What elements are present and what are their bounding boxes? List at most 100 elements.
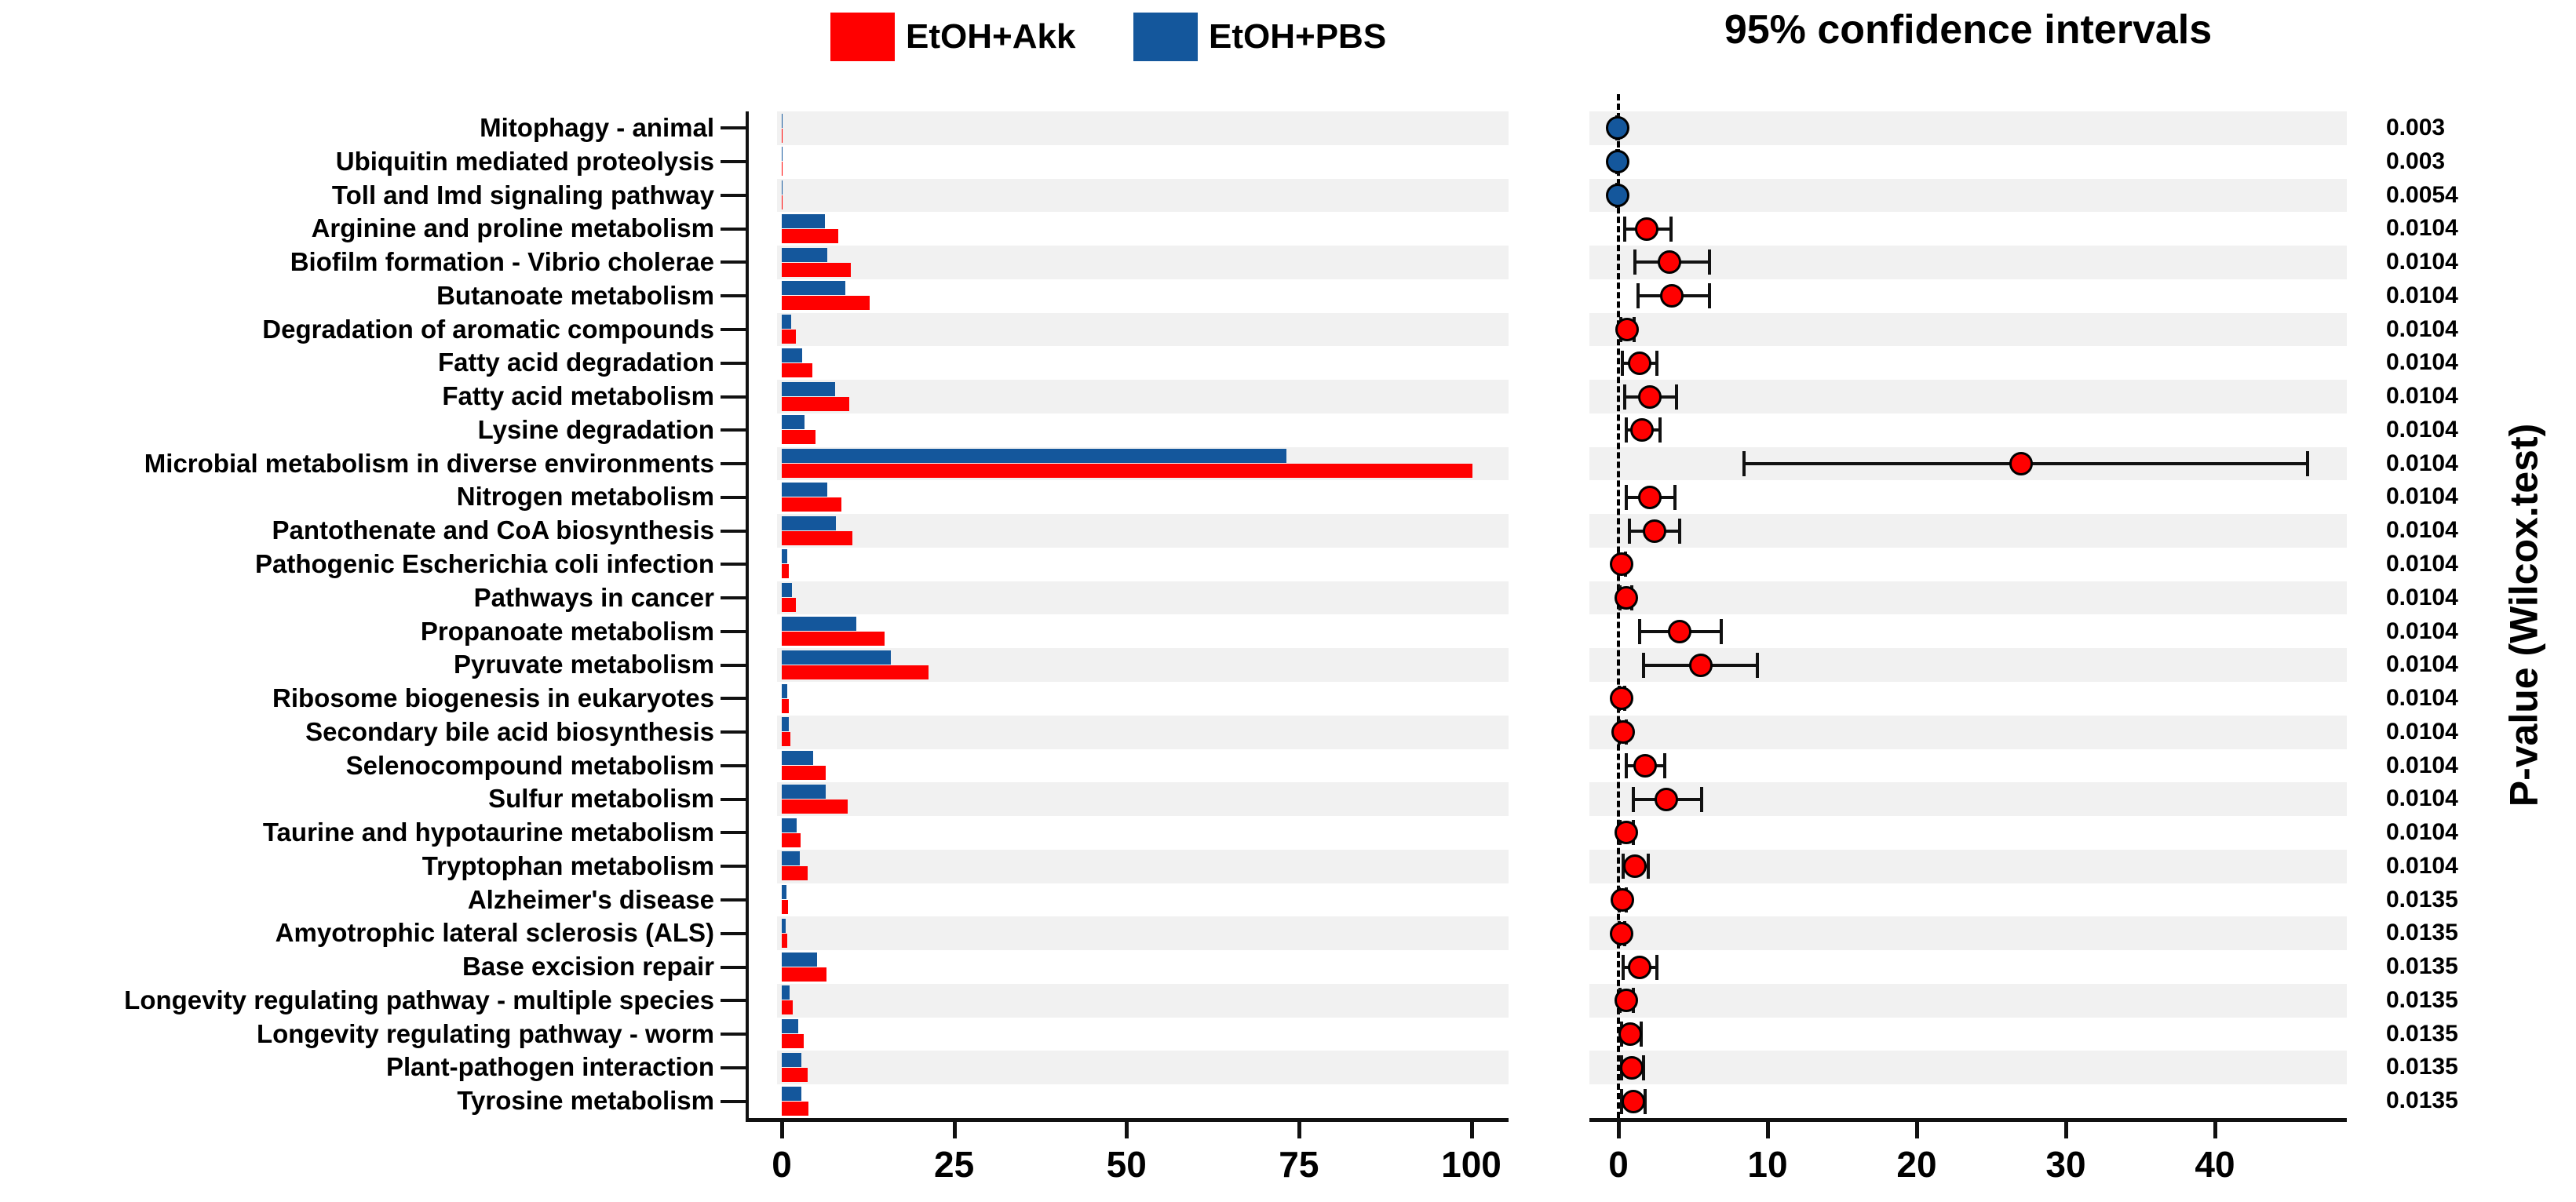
ci-whisker-cap-high: [1644, 1088, 1647, 1114]
ci-mean-difference-dot: [1620, 1055, 1644, 1080]
bar-axis-tick: [1469, 1118, 1474, 1138]
category-label: Lysine degradation: [477, 414, 714, 444]
category-label: Pathogenic Escherichia coli infection: [255, 548, 714, 578]
ci-whisker-cap-low: [1633, 250, 1636, 275]
bar-etoh-akk: [782, 162, 783, 177]
category-tick: [721, 126, 746, 130]
category-label: Base excision repair: [462, 952, 714, 982]
category-label: Amyotrophic lateral sclerosis (ALS): [275, 918, 714, 948]
category-tick: [721, 965, 746, 969]
ci-mean-difference-dot: [1637, 485, 1662, 509]
row-stripe: [1589, 514, 2347, 548]
category-label: Arginine and proline metabolism: [311, 213, 714, 243]
category-tick: [721, 1099, 746, 1103]
bar-etoh-akk: [782, 665, 929, 679]
row-stripe: [777, 178, 1509, 213]
bar-etoh-pbs: [782, 113, 783, 128]
bar-etoh-pbs: [782, 751, 814, 766]
bar-etoh-akk: [782, 598, 796, 613]
p-value: 0.0104: [2386, 450, 2458, 476]
row-stripe: [1589, 782, 2347, 817]
ci-whisker-cap-high: [1647, 854, 1650, 880]
row-stripe: [1589, 983, 2347, 1018]
p-value: 0.0104: [2386, 685, 2458, 712]
ci-mean-difference-dot: [1654, 787, 1678, 811]
ci-whisker-cap-low: [1625, 752, 1629, 778]
category-label: Secondary bile acid biosynthesis: [305, 716, 714, 746]
row-stripe: [777, 983, 1509, 1018]
ci-whisker-cap-high: [1658, 417, 1662, 443]
bar-etoh-akk: [782, 464, 1473, 479]
ci-mean-difference-dot: [1610, 888, 1634, 912]
ci-mean-difference-dot: [1611, 720, 1635, 745]
bar-axis-tick-label: 25: [934, 1144, 975, 1185]
p-value: 0.003: [2386, 148, 2446, 174]
legend-swatch-etoh-akk: [830, 13, 895, 61]
ci-whisker-cap-low: [1628, 518, 1632, 544]
p-value: 0.0104: [2386, 651, 2458, 678]
ci-mean-difference-dot: [1657, 250, 1681, 275]
category-label: Ubiquitin mediated proteolysis: [335, 146, 714, 176]
bar-etoh-akk: [782, 933, 788, 948]
category-tick: [721, 596, 746, 600]
bar-etoh-pbs: [782, 147, 783, 162]
category-tick: [721, 629, 746, 633]
category-label: Taurine and hypotaurine metabolism: [262, 818, 714, 847]
row-stripe: [1589, 916, 2347, 951]
bar-etoh-pbs: [782, 885, 787, 900]
ci-mean-difference-dot: [1660, 284, 1684, 308]
category-tick: [721, 327, 746, 331]
p-value-axis-label-text: P-value (Wilcox.test): [2501, 423, 2545, 807]
bar-etoh-pbs: [782, 617, 856, 631]
row-stripe: [1589, 178, 2347, 213]
category-tick: [721, 563, 746, 566]
row-stripe: [777, 1051, 1509, 1085]
bar-etoh-akk: [782, 832, 801, 847]
category-label: Mitophagy - animal: [480, 113, 714, 142]
bar-etoh-akk: [782, 330, 796, 344]
ci-whisker-cap-low: [1632, 786, 1635, 812]
p-value: 0.003: [2386, 115, 2446, 140]
ci-whisker-cap-high: [1677, 518, 1681, 544]
ci-mean-difference-dot: [1606, 150, 1630, 174]
bar-etoh-pbs: [782, 717, 789, 732]
category-label: Ribosome biogenesis in eukaryotes: [272, 683, 714, 713]
ci-whisker-cap-low: [1625, 484, 1629, 510]
category-tick: [721, 898, 746, 902]
category-label: Tryptophan metabolism: [421, 851, 714, 880]
bar-etoh-akk: [782, 799, 848, 814]
ci-axis-tick: [1617, 1118, 1621, 1138]
category-label: Pyruvate metabolism: [454, 650, 714, 679]
ci-whisker-cap-high: [1700, 786, 1704, 812]
p-value: 0.0104: [2386, 819, 2458, 846]
category-tick: [721, 227, 746, 231]
bar-etoh-akk: [782, 1000, 794, 1015]
p-value: 0.0104: [2386, 550, 2458, 577]
bar-etoh-akk: [782, 430, 816, 445]
ci-whisker-cap-low: [1621, 954, 1625, 980]
ci-axis-tick: [1915, 1118, 1919, 1138]
row-stripe: [777, 715, 1509, 749]
p-value: 0.0104: [2386, 617, 2458, 644]
category-label: Longevity regulating pathway - worm: [256, 1018, 714, 1048]
bar-etoh-pbs: [782, 515, 837, 530]
ci-mean-difference-dot: [1609, 552, 1633, 577]
category-label: Butanoate metabolism: [436, 280, 714, 310]
bar-etoh-akk: [782, 228, 839, 243]
ci-mean-difference-dot: [1618, 1022, 1643, 1047]
bar-etoh-akk: [782, 195, 783, 210]
row-stripe: [777, 514, 1509, 548]
bar-etoh-akk: [782, 262, 851, 277]
p-value: 0.0104: [2386, 349, 2458, 376]
ci-mean-difference-dot: [1614, 821, 1638, 845]
p-value: 0.0104: [2386, 215, 2458, 242]
ci-whisker-cap-low: [1620, 350, 1624, 376]
category-tick: [721, 797, 746, 801]
ci-mean-difference-dot: [2009, 452, 2033, 476]
ci-whisker-cap-high: [2305, 451, 2309, 477]
ci-whisker-cap-high: [1707, 283, 1711, 309]
bar-etoh-pbs: [782, 1019, 799, 1034]
bar-etoh-pbs: [782, 1086, 802, 1101]
p-value-axis-label: P-value (Wilcox.test): [2472, 111, 2574, 1118]
